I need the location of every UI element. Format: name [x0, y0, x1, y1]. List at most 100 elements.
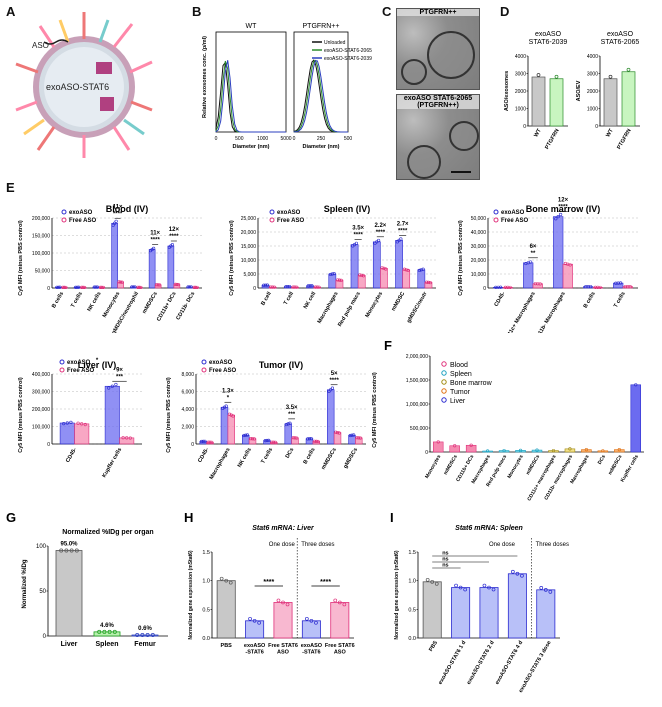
y-tick-label: 1,500,000	[406, 378, 428, 384]
y-tick-label: 50,000	[35, 269, 51, 275]
bar-free-aso	[380, 268, 388, 289]
bar	[465, 444, 477, 453]
significance-label: ns	[442, 557, 448, 563]
data-point	[382, 266, 386, 270]
data-point	[376, 238, 381, 243]
data-point	[135, 633, 140, 637]
data-point	[125, 436, 129, 440]
x-tick-label: T cells	[260, 447, 274, 465]
data-point	[64, 548, 69, 553]
aso-loading-chart: exoASOSTAT6-2039ASO/exosomes010002000300…	[504, 31, 640, 151]
bar	[479, 587, 499, 639]
data-point	[350, 433, 354, 437]
x-tick-label: Spleen	[96, 641, 119, 648]
x-tick-label: gMDSCs	[343, 447, 360, 470]
data-point	[337, 431, 341, 435]
y-tick-label: 20,000	[471, 258, 487, 264]
y-tick-label: 5,000	[243, 272, 256, 278]
bar-free-aso	[355, 437, 363, 445]
bar	[216, 580, 236, 639]
data-point	[310, 284, 314, 288]
bar	[301, 620, 321, 639]
data-point	[308, 284, 312, 288]
legend-label: Tumor	[450, 389, 471, 396]
data-point	[425, 280, 429, 284]
y-tick-label: 1.0	[202, 579, 210, 585]
bar-exoaso	[395, 240, 403, 289]
data-point	[357, 436, 361, 440]
bar-free-aso	[291, 437, 299, 445]
data-point	[140, 633, 145, 637]
x-tick-label: T cell	[283, 291, 295, 307]
data-point	[273, 440, 278, 444]
y-axis-label: Cy5 MFI (minus PBS control)	[18, 220, 24, 296]
data-point	[62, 422, 66, 426]
data-point	[354, 241, 358, 245]
y-tick-label: 6,000	[181, 390, 194, 396]
data-point	[287, 284, 292, 289]
data-point	[316, 439, 320, 444]
significance-label: ****	[558, 205, 568, 211]
data-point	[194, 285, 198, 289]
data-point	[421, 267, 425, 271]
data-point	[329, 388, 333, 392]
data-point	[425, 577, 430, 582]
x-tick-label: Monocytes	[365, 291, 385, 319]
data-point	[554, 74, 559, 79]
bar-free-aso	[424, 282, 433, 289]
bar-exoaso	[148, 249, 156, 289]
data-point	[98, 285, 102, 289]
significance-label: 11×	[150, 231, 160, 237]
y-axis-label: Normalized gene expression (mStat6)	[394, 550, 400, 640]
data-point	[330, 272, 334, 276]
data-point	[554, 217, 558, 221]
y-axis-label: Cy5 MFI (minus PBS control)	[458, 220, 464, 296]
exoaso-label: exoASO-STAT6	[46, 82, 109, 92]
x-tick-label: mMDSCs	[443, 454, 459, 476]
x-tick-label: B cells	[303, 447, 317, 465]
panel-h-letter: H	[184, 510, 193, 525]
legend-label: Free ASO	[69, 218, 96, 224]
bar	[131, 634, 159, 637]
data-point	[263, 439, 267, 443]
x-tick-label: PBS	[221, 643, 233, 649]
data-point	[384, 267, 388, 271]
data-point	[486, 449, 490, 453]
data-point	[188, 285, 192, 289]
data-point	[469, 443, 473, 447]
chart-title: STAT6-2039	[529, 39, 568, 46]
bar-exoaso	[284, 423, 292, 445]
data-point	[556, 214, 560, 219]
data-point	[257, 620, 261, 625]
x-tick-label: Monocytes	[424, 454, 442, 480]
data-point	[404, 268, 408, 272]
bar	[330, 602, 350, 639]
data-point	[334, 430, 338, 434]
data-point	[536, 73, 541, 77]
data-point	[406, 268, 410, 272]
subplot-title: WT	[246, 23, 258, 30]
data-point	[518, 448, 523, 452]
bar-exoaso	[372, 241, 381, 289]
x-tick-label: 0	[215, 136, 218, 142]
x-tick-label: exoASO	[301, 643, 323, 649]
significance-label: ***	[288, 412, 296, 418]
y-tick-label: 0	[47, 286, 50, 292]
bar	[451, 587, 471, 639]
bar-exoaso	[220, 406, 229, 445]
data-point	[539, 585, 544, 590]
data-point	[315, 285, 319, 289]
data-point	[189, 285, 193, 289]
bar-free-aso	[532, 283, 543, 289]
x-tick-label: mMDSCs	[607, 454, 623, 476]
bar	[536, 589, 556, 639]
bar-free-aso	[270, 441, 278, 445]
chart-title: Spleen (IV)	[324, 204, 371, 214]
data-point	[293, 436, 297, 440]
bar-exoaso	[263, 440, 271, 445]
data-point	[402, 267, 407, 271]
data-point	[155, 283, 159, 287]
y-tick-label: 0	[483, 286, 486, 292]
y-tick-label: 0	[43, 634, 47, 640]
y-tick-label: 4,000	[181, 407, 194, 413]
